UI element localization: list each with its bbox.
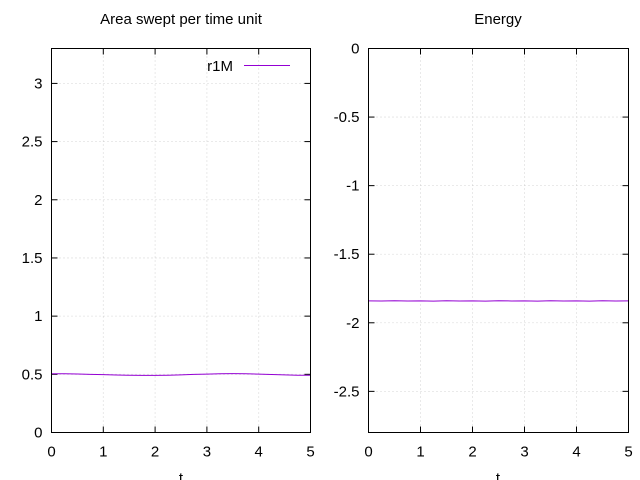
area-swept-y-tick-label: 0.5	[22, 366, 43, 383]
area-swept-series-line	[51, 373, 311, 376]
area-swept-x-tick-label: 1	[99, 444, 107, 461]
energy-x-tick-label: 3	[520, 444, 528, 461]
area-swept-panel: Area swept per time unit 0 1 2 3 4 5 0 0.5 1 1.5 2…	[22, 11, 315, 480]
energy-y-tick-label: -1	[346, 178, 359, 195]
area-swept-y-tick-label: 1.5	[22, 250, 43, 267]
area-swept-x-tick-label: 4	[255, 444, 263, 461]
energy-x-tick-label: 4	[572, 444, 580, 461]
area-swept-ticks: 0 1 2 3 4 5 0 0.5 1 1.5 2 2.5 3	[22, 48, 315, 461]
legend-label-r1M: r1M	[207, 58, 233, 75]
energy-y-tick-label: -1.5	[334, 246, 360, 263]
area-swept-y-tick-label: 2	[34, 192, 42, 209]
area-swept-title: Area swept per time unit	[100, 11, 263, 28]
energy-ticks: 0 1 2 3 4 5 0 -0.5 -1 -1.5 -2 -2.5	[334, 41, 633, 461]
energy-title: Energy	[474, 11, 522, 28]
energy-y-tick-label: 0	[351, 41, 359, 58]
energy-x-tick-label: 5	[624, 444, 632, 461]
area-swept-y-tick-label: 2.5	[22, 134, 43, 151]
area-swept-y-tick-label: 3	[34, 75, 42, 92]
energy-grid	[368, 48, 629, 433]
energy-plot-frame	[368, 48, 629, 433]
energy-panel: Energy 0 1 2 3 4 5 0 -0.5 -1 -1.5 -2 -2.5 t	[334, 11, 633, 480]
area-swept-plot-frame	[51, 48, 311, 433]
energy-y-tick-label: -2	[346, 315, 359, 332]
energy-y-tick-label: -2.5	[334, 383, 360, 400]
energy-x-tick-label: 2	[468, 444, 476, 461]
energy-x-axis-label: t	[496, 470, 501, 480]
area-swept-x-tick-label: 5	[306, 444, 314, 461]
energy-x-tick-label: 0	[364, 444, 372, 461]
area-swept-legend: r1M	[207, 58, 290, 75]
area-swept-x-tick-label: 0	[47, 444, 55, 461]
area-swept-x-tick-label: 2	[151, 444, 159, 461]
area-swept-x-tick-label: 3	[203, 444, 211, 461]
area-swept-x-axis-label: t	[179, 470, 184, 480]
area-swept-series	[51, 373, 311, 376]
energy-y-tick-label: -0.5	[334, 109, 360, 126]
area-swept-y-tick-label: 1	[34, 308, 42, 325]
energy-x-tick-label: 1	[416, 444, 424, 461]
area-swept-grid	[51, 48, 311, 433]
area-swept-y-tick-label: 0	[34, 425, 42, 442]
